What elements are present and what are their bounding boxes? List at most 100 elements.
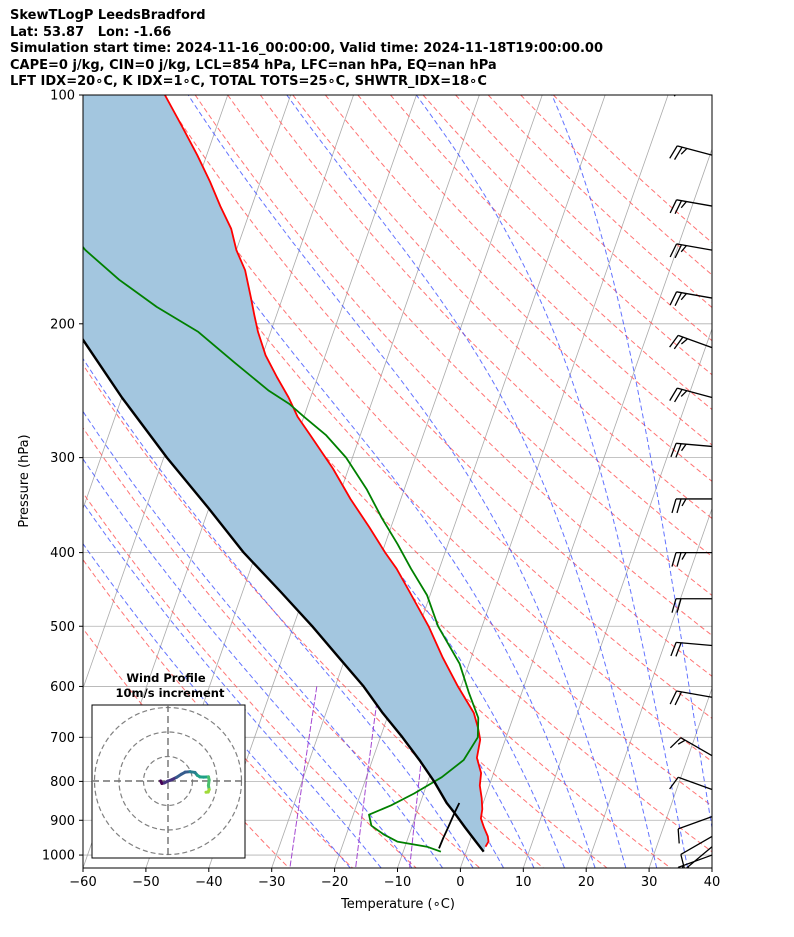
barb-feather — [670, 642, 677, 657]
barb-shaft — [677, 854, 713, 868]
wind-barb — [669, 291, 713, 307]
moist-adiabat — [83, 357, 474, 868]
barb-shaft — [676, 442, 713, 448]
barb-shaft — [677, 776, 713, 791]
wind-barb — [669, 776, 713, 791]
dry-adiabat — [520, 95, 712, 276]
isotherm-line — [271, 95, 543, 868]
barb-shaft — [680, 737, 713, 757]
x-tick-label: 40 — [704, 875, 721, 890]
barb-shaft — [685, 846, 713, 868]
x-tick-label: 0 — [456, 875, 464, 890]
indices-line-2: LFT IDX=20∘C, K IDX=1∘C, TOTAL TOTS=25∘C… — [10, 74, 487, 89]
moist-adiabat — [113, 95, 596, 868]
parcel-lower-line — [438, 802, 461, 849]
moist-adiabat — [187, 95, 627, 868]
moist-adiabat — [551, 95, 712, 832]
isotherm-line — [711, 866, 712, 868]
y-tick-label: 800 — [50, 775, 75, 790]
barb-feather — [677, 739, 686, 745]
y-tick-label: 600 — [50, 680, 75, 695]
dry-adiabat — [259, 95, 712, 558]
barb-feather — [669, 737, 682, 749]
dry-adiabat — [194, 95, 712, 637]
wind-barb — [677, 854, 713, 868]
barb-feather — [680, 293, 687, 301]
barb-shaft — [710, 95, 712, 96]
x-tick-label: −40 — [195, 875, 222, 890]
dry-adiabat — [455, 95, 712, 342]
parcel-line — [83, 337, 485, 853]
wind-barb — [673, 95, 712, 97]
barb-feather — [675, 642, 682, 657]
barb-feather — [680, 201, 687, 209]
x-tick-label: −50 — [132, 875, 159, 890]
barb-feather — [669, 690, 678, 705]
indices-line-1: CAPE=0 j/kg, CIN=0 j/kg, LCL=854 hPa, LF… — [10, 57, 497, 73]
barb-feather — [681, 552, 687, 560]
barb-feather — [681, 865, 684, 868]
barb-feather — [676, 598, 682, 613]
barb-feather — [669, 199, 678, 214]
dry-adiabat — [83, 183, 712, 853]
dry-adiabat — [129, 95, 712, 719]
wind-barb — [669, 243, 713, 259]
hodograph-inset: Wind Profile 10m/s increment — [91, 671, 246, 859]
x-tick-label: −10 — [384, 875, 411, 890]
moist-adiabat — [286, 95, 658, 868]
moist-adiabat — [415, 95, 689, 868]
barb-feather — [684, 870, 690, 883]
title-block: SkewTLogP LeedsBradford Lat: 53.87 Lon: … — [10, 8, 603, 91]
barb-shaft — [680, 835, 713, 855]
dry-adiabat — [162, 95, 712, 677]
x-tick-label: −30 — [258, 875, 285, 890]
dry-adiabat — [83, 427, 481, 868]
barb-feather — [671, 552, 677, 567]
mixing-ratio-line — [355, 686, 380, 868]
x-axis-label: Temperature (∘C) — [340, 897, 455, 912]
hodograph-subtitle: 10m/s increment — [116, 686, 225, 700]
barb-shaft — [676, 641, 713, 647]
isotherm-line — [334, 95, 606, 868]
barb-shaft — [677, 145, 713, 156]
barb-shaft — [677, 815, 713, 830]
barb-feather — [669, 334, 679, 348]
barb-feather — [681, 498, 687, 507]
barb-shaft — [677, 334, 713, 349]
barb-feather — [674, 200, 683, 215]
y-tick-label: 100 — [50, 89, 75, 104]
wind-barb — [669, 737, 713, 757]
barb-shaft — [676, 243, 713, 251]
hodograph-content — [92, 705, 245, 858]
barb-feather — [675, 443, 682, 458]
barb-feather — [680, 338, 688, 345]
barb-feather — [680, 390, 688, 397]
wind-barb — [669, 199, 713, 215]
barb-feather — [674, 389, 683, 403]
chart-title: SkewTLogP LeedsBradford — [10, 8, 206, 23]
x-tick-label: −60 — [69, 875, 96, 890]
wind-barb — [671, 551, 712, 567]
axes: −60 −50 −40 −30 −20 −10 0 10 20 30 40 100 200 300 400 5… — [42, 89, 720, 891]
wind-barb — [677, 815, 713, 844]
barb-feather — [671, 498, 677, 514]
barb-feather — [674, 244, 683, 259]
temperature-line — [164, 95, 490, 848]
cape-cin-shading — [83, 95, 489, 852]
barb-shaft — [676, 291, 713, 299]
wind-barb — [669, 690, 713, 706]
wind-barb — [669, 334, 713, 350]
y-tick-label: 1000 — [42, 849, 75, 864]
wind-barbs — [669, 95, 713, 883]
dewpoint-line — [83, 245, 480, 853]
isotherm-line — [208, 95, 480, 868]
barb-feather — [674, 146, 683, 160]
moist-adiabat — [83, 410, 444, 868]
dry-adiabat — [97, 95, 712, 763]
barb-feather — [676, 552, 682, 567]
barb-feather — [669, 243, 678, 258]
barb-feather — [676, 498, 682, 514]
y-tick-label: 300 — [50, 451, 75, 466]
barb-feather — [673, 336, 684, 350]
y-tick-label: 400 — [50, 546, 75, 561]
